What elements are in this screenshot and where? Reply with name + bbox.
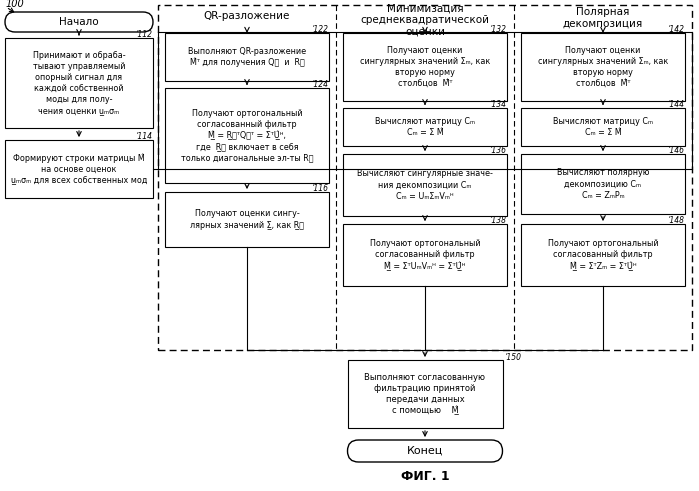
Text: ’138: ’138 [490, 216, 507, 225]
Text: Вычисляют полярную
декомпозицию Cₘ
Cₘ = ZₘPₘ: Вычисляют полярную декомпозицию Cₘ Cₘ = … [556, 168, 649, 200]
Text: Вычисляют матрицу Cₘ
Cₘ = Σ M̂: Вычисляют матрицу Cₘ Cₘ = Σ M̂ [553, 117, 653, 137]
Text: Выполняют QR-разложение
M̂ᵀ для получения Q₟  и  R₟: Выполняют QR-разложение M̂ᵀ для получени… [188, 47, 306, 67]
Text: ’150: ’150 [505, 353, 521, 362]
Text: Вычисляют матрицу Cₘ
Cₘ = Σ M̂: Вычисляют матрицу Cₘ Cₘ = Σ M̂ [375, 117, 475, 137]
Text: ’112: ’112 [136, 30, 153, 39]
Bar [158, 5, 692, 350]
Bar [165, 33, 329, 81]
Text: ’136: ’136 [490, 146, 507, 155]
Text: Минимизация
среднеквадратической
оценки: Минимизация среднеквадратической оценки [361, 3, 489, 37]
Text: Получают ортогональный
согласованный фильтр
M̲̂ = R̲₟ᵀQ₟ᵀ = ΣᵀÛ̲ᴴ,
где  R̲₟ вкл: Получают ортогональный согласованный фил… [181, 109, 313, 163]
Text: ’144: ’144 [668, 100, 685, 109]
FancyBboxPatch shape [347, 440, 503, 462]
Text: ФИГ. 1: ФИГ. 1 [401, 470, 449, 484]
Text: Формируют строки матрицы M̂
на основе оценок
u̲ₘσₘ для всех собственных мод: Формируют строки матрицы M̂ на основе оц… [10, 153, 147, 185]
Text: Получают оценки
сингулярных значений Σₘ, как
вторую норму
столбцов  M̂ᵀ: Получают оценки сингулярных значений Σₘ,… [538, 46, 668, 88]
Text: Получают ортогональный
согласованный фильтр
M̲̂ = ΣᵀUₘVₘᴴ = ΣᵀÛ̲ᴴ: Получают ортогональный согласованный фил… [370, 239, 480, 271]
Text: ’122: ’122 [312, 25, 329, 34]
Bar [343, 154, 507, 216]
Bar [521, 33, 685, 101]
Text: ’124: ’124 [312, 80, 329, 89]
Bar [521, 108, 685, 146]
Text: Принимают и обраба-
тывают управляемый
опорный сигнал для
каждой собственной
мод: Принимают и обраба- тывают управляемый о… [33, 51, 125, 115]
Text: 100: 100 [6, 0, 24, 9]
Text: ’134: ’134 [490, 100, 507, 109]
Bar [343, 33, 507, 101]
Bar [521, 154, 685, 214]
Bar [343, 108, 507, 146]
Text: ’146: ’146 [668, 146, 685, 155]
Bar [165, 192, 329, 247]
Bar [521, 224, 685, 286]
FancyBboxPatch shape [5, 12, 153, 32]
Bar [165, 88, 329, 183]
Text: Получают оценки сингу-
лярных значений Σ̲, как R̲₟: Получают оценки сингу- лярных значений Σ… [190, 210, 304, 230]
Text: ’148: ’148 [668, 216, 685, 225]
Text: ’142: ’142 [668, 25, 685, 34]
Bar [5, 140, 153, 198]
Text: ’132: ’132 [490, 25, 507, 34]
Text: ’116: ’116 [312, 184, 329, 193]
Text: Начало: Начало [59, 17, 99, 27]
Text: Вычисляют сингулярные значе-
ния декомпозиции Cₘ
Cₘ = UₘΣₘVₘᴴ: Вычисляют сингулярные значе- ния декомпо… [357, 169, 493, 201]
Bar [343, 224, 507, 286]
Bar [5, 38, 153, 128]
Text: Полярная
декомпозиция: Полярная декомпозиция [563, 7, 643, 29]
Text: Получают ортогональный
согласованный фильтр
M̲̂ = ΣᵀZₘ = ΣᵀÛ̲ᴴ: Получают ортогональный согласованный фил… [548, 239, 658, 271]
Text: Получают оценки
сингулярных значений Σₘ, как
вторую норму
столбцов  M̂ᵀ: Получают оценки сингулярных значений Σₘ,… [360, 46, 490, 88]
Text: ’114: ’114 [136, 132, 153, 141]
Bar [347, 360, 503, 428]
Text: Выполняют согласованную
фильтрацию принятой
передачи данных
с помощью    M̲̂: Выполняют согласованную фильтрацию приня… [364, 373, 486, 415]
Text: QR-разложение: QR-разложение [204, 11, 290, 21]
Text: Конец: Конец [407, 446, 443, 456]
